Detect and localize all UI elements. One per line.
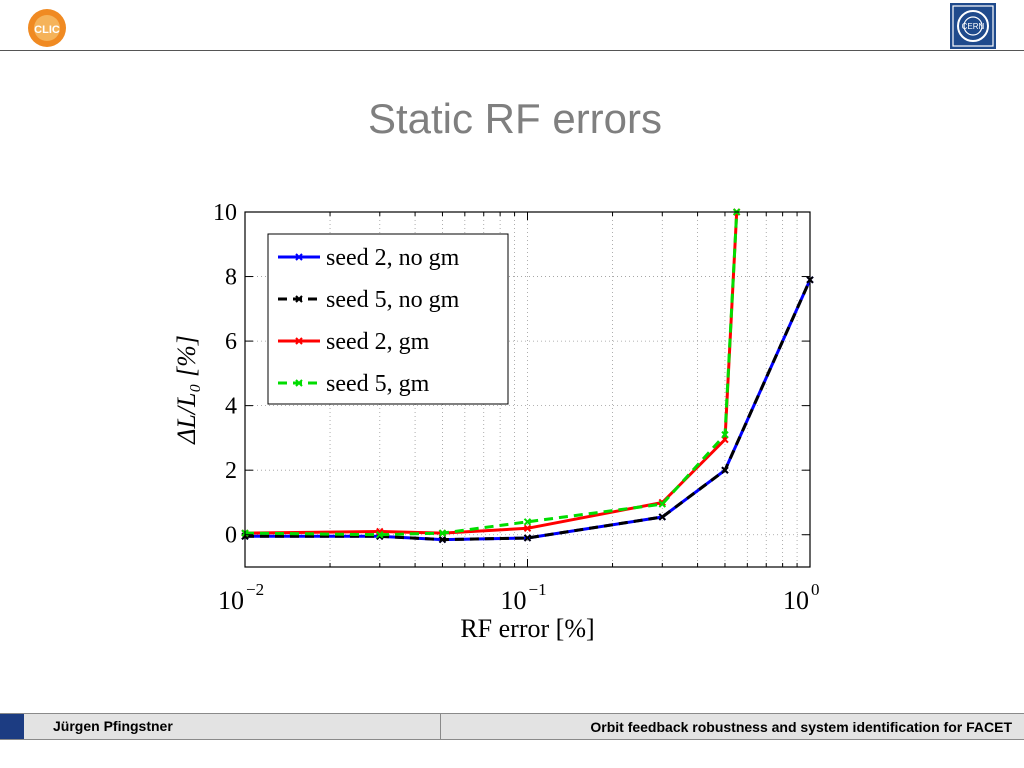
footer-author: Jürgen Pfingstner — [53, 718, 173, 734]
legend-entry: seed 5, gm — [278, 371, 430, 397]
data-point — [438, 535, 447, 544]
footer-bar: Jürgen Pfingstner Orbit feedback robustn… — [0, 713, 1024, 740]
data-point — [658, 513, 666, 521]
y-tick-label: 10 — [213, 200, 237, 226]
x-tick-label: 10 — [501, 586, 527, 615]
legend-marker — [295, 337, 303, 345]
x-axis-label: RF error [%] — [460, 614, 594, 643]
legend-entry: seed 5, no gm — [278, 287, 460, 313]
footer-separator — [440, 714, 441, 739]
slide-title: Static RF errors — [367, 95, 663, 142]
y-tick-label: 2 — [225, 458, 237, 484]
y-tick-label: 4 — [225, 394, 237, 420]
x-tick-label: 10 — [218, 586, 244, 615]
legend-marker — [295, 379, 303, 387]
data-point — [658, 500, 666, 508]
data-point — [523, 534, 532, 542]
series-4 — [241, 208, 741, 539]
y-tick-label: 0 — [225, 523, 237, 549]
legend: seed 2, no gm seed 5, no gm seed 2, gm seed… — [267, 233, 509, 405]
legend-box — [267, 233, 509, 405]
data-point — [438, 529, 447, 537]
data-point — [721, 466, 729, 474]
legend-label: seed 2, no gm — [326, 245, 460, 271]
footer-talk-title: Orbit feedback robustness and system ide… — [590, 719, 1012, 735]
legend-label: seed 5, no gm — [326, 287, 460, 313]
axis-ticks — [244, 211, 810, 567]
data-point — [376, 531, 384, 539]
data-point — [721, 430, 729, 439]
y-tick-label: 6 — [225, 329, 237, 355]
footer-accent — [0, 714, 24, 739]
cern-logo: CERN — [950, 3, 996, 49]
clic-logo: CLIC — [28, 9, 66, 47]
cern-logo-text: CERN — [962, 22, 985, 31]
y-tick-label: 8 — [225, 265, 237, 291]
legend-entry: seed 2, no gm — [278, 245, 460, 271]
legend-label: seed 5, gm — [326, 371, 430, 397]
x-tick-label-exponent: −1 — [529, 580, 547, 599]
legend-entry: seed 2, gm — [278, 329, 430, 355]
legend-label: seed 2, gm — [326, 329, 430, 355]
data-point — [523, 518, 532, 526]
x-tick-label: 10 — [783, 586, 809, 615]
x-tick-label-exponent: −2 — [246, 580, 264, 599]
legend-marker — [295, 295, 303, 303]
y-axis-label: ΔL/L₀ [%] — [172, 335, 201, 445]
header-rule — [0, 50, 1024, 51]
data-point — [523, 524, 532, 532]
clic-logo-text: CLIC — [34, 24, 60, 36]
x-tick-label-exponent: 0 — [811, 580, 820, 599]
legend-marker — [295, 253, 303, 261]
